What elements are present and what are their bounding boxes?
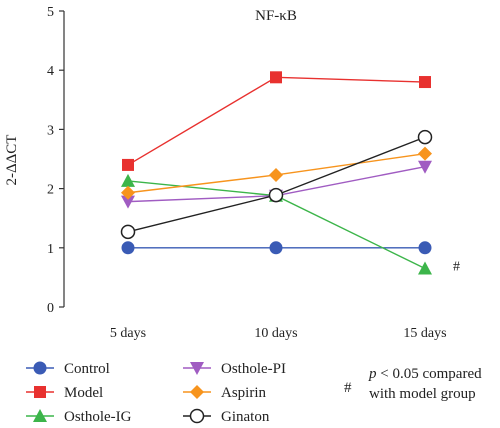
note-line-2: with model group	[369, 386, 476, 402]
y-tick-label: 3	[47, 123, 54, 138]
data-point-control	[269, 241, 283, 255]
data-point-osthole-ig	[121, 173, 135, 187]
legend-label: Ginaton	[221, 409, 270, 425]
chart-title: NF-κB	[255, 8, 297, 24]
note-line-1: p < 0.05 compared	[368, 366, 482, 382]
legend-label: Aspirin	[221, 385, 267, 401]
series-model	[122, 71, 431, 171]
series-ginaton	[120, 129, 433, 240]
series-group	[120, 71, 433, 275]
y-tick-label: 0	[47, 301, 54, 316]
legend-item-model: Model	[26, 385, 103, 401]
data-point-model	[270, 71, 282, 84]
axes: 0 1 2 3 4 5 5 days 10 days 15 days	[47, 5, 447, 341]
legend-item-osthole-ig: Osthole-IG	[26, 409, 132, 425]
annotations: #	[453, 260, 460, 275]
legend-label: Model	[64, 385, 103, 401]
series-control	[121, 241, 432, 255]
y-tick-label: 2	[47, 183, 54, 198]
legend-label: Osthole-IG	[64, 409, 132, 425]
legend-marker	[33, 361, 47, 375]
data-point-aspirin	[121, 185, 135, 200]
legend-marker	[190, 385, 204, 399]
data-point-ginaton	[417, 129, 433, 145]
y-tick-label: 1	[47, 242, 54, 257]
x-tick-label: 15 days	[403, 326, 446, 341]
x-tick-label: 10 days	[254, 326, 297, 341]
data-point-model	[122, 158, 134, 171]
legend-label: Control	[64, 361, 110, 377]
data-point-aspirin	[418, 146, 432, 161]
legend-item-control: Control	[26, 361, 110, 377]
data-point-osthole-pi	[418, 160, 432, 174]
legend-marker	[189, 408, 205, 424]
y-tick-label: 5	[47, 5, 54, 20]
significance-mark: #	[453, 260, 460, 275]
legend-marker	[33, 409, 47, 422]
data-point-model	[419, 76, 431, 89]
series-line-ginaton	[127, 136, 426, 233]
legend: Control Model Osthole-IG Osthole-PI Aspirin G…	[26, 361, 286, 425]
data-point-osthole-ig	[418, 261, 432, 275]
series-line-model	[127, 76, 426, 166]
data-point-control	[418, 241, 432, 255]
note-symbol: #	[344, 380, 352, 396]
x-tick-label: 5 days	[110, 326, 146, 341]
legend-label: Osthole-PI	[221, 361, 286, 377]
legend-marker	[34, 386, 46, 398]
data-point-ginaton	[268, 187, 284, 203]
legend-item-osthole-pi: Osthole-PI	[183, 361, 286, 377]
data-point-aspirin	[269, 167, 283, 182]
series-aspirin	[121, 146, 432, 200]
y-tick-label: 4	[47, 64, 54, 79]
legend-item-ginaton: Ginaton	[183, 408, 270, 425]
significance-note: # p < 0.05 compared with model group	[344, 366, 482, 402]
data-point-ginaton	[120, 224, 136, 240]
legend-marker	[190, 362, 204, 375]
legend-item-aspirin: Aspirin	[183, 385, 267, 401]
y-axis-label: 2-ΔΔCT	[4, 135, 20, 186]
data-point-control	[121, 241, 135, 255]
data-point-osthole-pi	[121, 195, 135, 209]
